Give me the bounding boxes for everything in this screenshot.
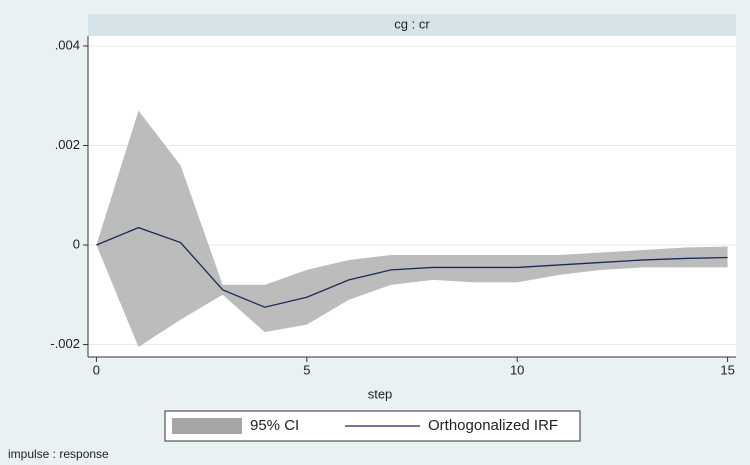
y-tick-label: .004: [55, 37, 80, 52]
x-axis-title: step: [368, 386, 393, 401]
x-tick-label: 15: [720, 362, 734, 377]
chart: cg : cr step impulse : response -.002 0 .0…: [0, 0, 750, 465]
y-tick-label: -.002: [50, 336, 80, 351]
x-tick-label: 10: [510, 362, 524, 377]
legend-label: Orthogonalized IRF: [428, 417, 558, 434]
legend-label: 95% CI: [250, 417, 299, 434]
legend-swatch: [172, 418, 242, 434]
x-tick-label: 5: [303, 362, 310, 377]
y-tick-label: 0: [73, 236, 80, 251]
note: impulse : response: [8, 447, 109, 461]
y-tick-label: .002: [55, 137, 80, 152]
x-tick-label: 0: [93, 362, 100, 377]
panel-title: cg : cr: [394, 16, 430, 31]
